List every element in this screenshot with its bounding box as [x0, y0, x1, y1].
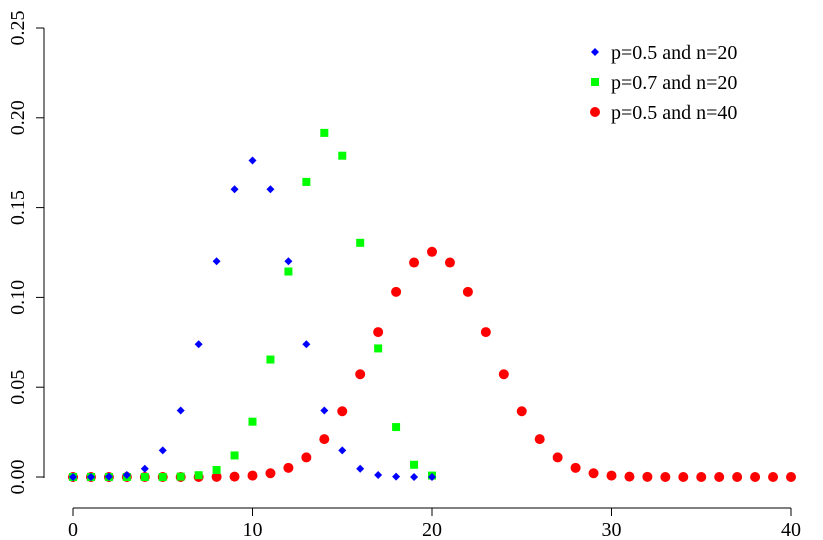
data-point	[410, 473, 419, 481]
data-point	[374, 471, 383, 480]
data-point	[606, 470, 617, 481]
data-points	[68, 128, 796, 482]
data-point	[229, 471, 240, 482]
legend-label: p=0.7 and n=20	[611, 72, 737, 94]
y-tick-label: 0.20	[7, 100, 29, 135]
data-point	[86, 473, 95, 481]
data-point	[176, 406, 185, 415]
data-point	[392, 423, 401, 432]
data-point	[230, 451, 239, 460]
data-point	[266, 185, 275, 194]
y-tick-label: 0.25	[7, 11, 29, 46]
data-point	[265, 468, 276, 479]
data-point	[356, 238, 365, 247]
data-point	[283, 462, 294, 473]
data-point	[194, 340, 203, 349]
data-point	[480, 327, 491, 338]
data-point	[660, 472, 671, 482]
data-point	[570, 462, 581, 473]
data-point	[642, 471, 653, 482]
legend-label: p=0.5 and n=20	[611, 42, 737, 64]
legend: p=0.5 and n=20 p=0.7 and n=20 p=0.5 and n=…	[590, 42, 737, 124]
data-point	[338, 151, 347, 160]
data-point	[284, 267, 293, 276]
data-point	[284, 257, 293, 266]
data-point	[319, 434, 330, 445]
series-1	[69, 128, 436, 481]
data-point	[534, 434, 545, 445]
y-ticks: 0.00 0.05 0.10 0.15 0.20 0.25	[7, 11, 44, 495]
data-point	[498, 369, 509, 380]
data-point	[624, 471, 635, 482]
data-point	[355, 369, 366, 380]
data-point	[678, 472, 689, 482]
data-point	[373, 327, 384, 338]
data-point	[230, 185, 239, 194]
data-point	[714, 472, 725, 482]
data-point	[696, 472, 707, 482]
data-point	[392, 472, 401, 481]
data-point	[444, 257, 455, 268]
x-ticks: 0 10 20 30 40	[68, 508, 801, 540]
data-point	[356, 464, 365, 473]
data-point	[104, 472, 113, 481]
axes	[43, 28, 791, 509]
data-point	[211, 471, 222, 482]
data-point	[301, 452, 312, 463]
data-point	[786, 472, 796, 482]
data-point	[248, 156, 257, 165]
y-tick-label: 0.05	[7, 370, 29, 405]
legend-label: p=0.5 and n=40	[611, 102, 737, 124]
data-point	[248, 417, 257, 426]
data-point	[391, 286, 402, 297]
data-point	[428, 473, 436, 481]
data-point	[374, 344, 383, 353]
x-tick-label: 20	[422, 519, 442, 540]
legend-marker	[590, 107, 600, 117]
data-point	[302, 340, 311, 349]
data-point	[212, 257, 221, 266]
data-point	[427, 246, 437, 257]
data-point	[158, 446, 167, 455]
data-point	[750, 472, 761, 482]
x-tick-label: 30	[602, 519, 622, 540]
data-point	[410, 460, 419, 469]
data-point	[338, 446, 347, 455]
data-point	[140, 464, 149, 473]
data-point	[176, 472, 185, 481]
legend-marker	[591, 48, 599, 56]
data-point	[462, 286, 473, 297]
data-point	[69, 473, 77, 481]
data-point	[768, 472, 779, 482]
data-point	[212, 465, 221, 474]
x-tick-label: 40	[781, 519, 801, 540]
series-0	[69, 156, 436, 481]
data-point	[320, 128, 329, 137]
data-point	[158, 473, 167, 481]
y-tick-label: 0.10	[7, 280, 29, 315]
data-point	[732, 472, 743, 482]
data-point	[516, 406, 527, 417]
x-tick-label: 10	[243, 519, 263, 540]
y-tick-label: 0.15	[7, 190, 29, 225]
x-tick-label: 0	[68, 519, 78, 540]
data-point	[122, 471, 131, 480]
y-tick-label: 0.00	[7, 460, 29, 495]
data-point	[140, 473, 149, 481]
data-point	[266, 355, 275, 364]
data-point	[552, 452, 563, 463]
data-point	[247, 470, 258, 481]
data-point	[302, 177, 311, 186]
legend-marker	[591, 78, 599, 86]
data-point	[588, 468, 599, 479]
data-point	[337, 406, 348, 417]
data-point	[409, 257, 420, 268]
data-point	[320, 406, 329, 415]
series-2	[68, 246, 796, 482]
data-point	[194, 471, 203, 480]
